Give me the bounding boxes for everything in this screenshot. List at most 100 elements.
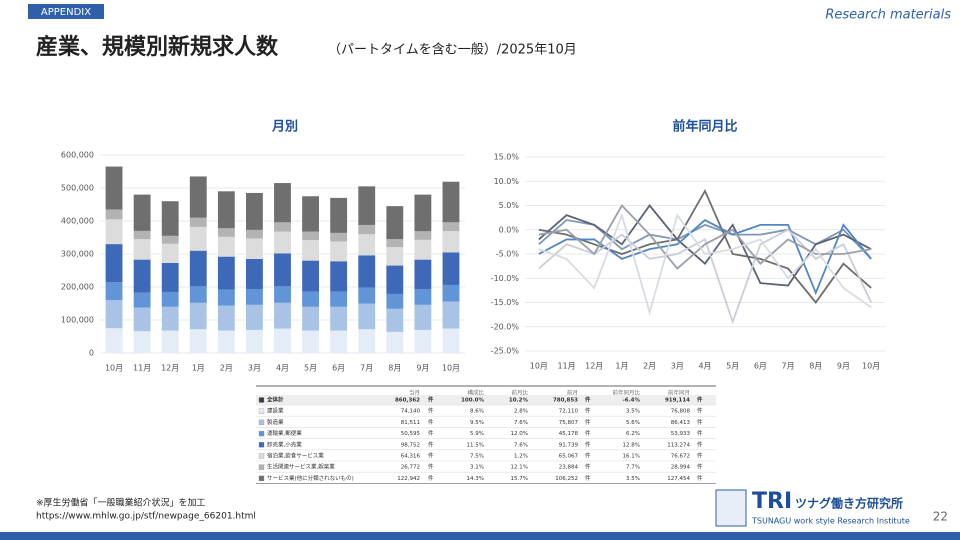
- bar-segment: [442, 252, 460, 285]
- bar-segment: [217, 236, 235, 257]
- bar-segment: [217, 256, 235, 290]
- bar-segment: [302, 306, 319, 331]
- bar-segment: [246, 329, 263, 353]
- page-number: 22: [933, 510, 948, 524]
- table-cell: 91,739: [559, 442, 579, 448]
- bar-segment: [189, 302, 207, 330]
- bar-segment: [274, 222, 291, 232]
- x-tick-label: 9月: [837, 362, 850, 371]
- bar-segment: [105, 219, 123, 245]
- bar-segment: [330, 261, 348, 292]
- x-tick-label: 10月: [530, 362, 548, 371]
- bar-segment: [442, 181, 460, 223]
- table-cell: 件: [697, 440, 703, 448]
- footnote: ※厚生労働省「一般職業紹介状況」を加工: [36, 497, 206, 509]
- x-tick-label: 11月: [133, 364, 151, 373]
- y-tick-label: 0.0%: [499, 225, 520, 234]
- bar-segment: [330, 291, 348, 307]
- table-cell: 件: [585, 407, 591, 415]
- bar-segment: [189, 217, 207, 227]
- table-cell: 件: [428, 440, 434, 448]
- bar-segment: [414, 289, 432, 305]
- table-cell: 16.1%: [623, 454, 640, 460]
- bar-segment: [133, 331, 151, 353]
- bar-segment: [302, 291, 319, 307]
- bar-segment: [161, 235, 179, 244]
- table-cell: 72,110: [559, 409, 579, 415]
- title: 産業、規模別新規求人数: [36, 34, 279, 60]
- bar-segment: [161, 330, 179, 353]
- bar-segment: [274, 253, 291, 287]
- bar-segment: [217, 228, 235, 237]
- line-series: [538, 204, 872, 270]
- x-tick-label: 2月: [643, 362, 656, 371]
- x-tick-label: 6月: [754, 362, 767, 371]
- table-cell: 11.5%: [467, 442, 484, 448]
- table-cell: 件: [697, 429, 703, 437]
- y-tick-label: 100,000: [61, 316, 94, 325]
- bar-segment: [133, 239, 151, 260]
- bar-segment: [386, 308, 404, 332]
- bar-segment: [302, 330, 319, 353]
- y-tick-label: 500,000: [61, 184, 94, 193]
- bar-segment: [246, 192, 263, 230]
- bar-segment: [386, 247, 404, 266]
- x-tick-label: 8月: [809, 362, 822, 371]
- bar-segment: [105, 282, 123, 301]
- bar-segment: [133, 292, 151, 308]
- bar-segment: [302, 260, 319, 292]
- table-cell: 件: [585, 396, 591, 404]
- x-tick-label: 12月: [585, 362, 603, 371]
- table-cell: 件: [428, 463, 434, 471]
- table-cell: 件: [585, 418, 591, 426]
- table-cell: 3.5%: [626, 476, 640, 482]
- x-tick-label: 7月: [782, 362, 795, 371]
- source-url: https://www.mhlw.go.jp/stf/newpage_66201…: [36, 512, 256, 522]
- table-cell: 3.5%: [626, 409, 640, 415]
- table-cell: 7.6%: [514, 420, 528, 426]
- bar-segment: [246, 258, 263, 290]
- bar-segment: [442, 328, 460, 353]
- bar-segment: [189, 226, 207, 251]
- table-cell: 件: [585, 474, 591, 482]
- bar-segment: [414, 259, 432, 290]
- table-cell: 81,511: [401, 420, 420, 426]
- table-cell: 宿泊業,飲食サービス業: [267, 452, 324, 460]
- table-cell: 卸売業,小売業: [267, 440, 302, 448]
- bar-segment: [189, 176, 207, 218]
- bar-segment: [274, 286, 291, 303]
- bar-segment: [133, 194, 151, 231]
- bar-segment: [246, 238, 263, 259]
- x-tick-label: 9月: [416, 364, 429, 373]
- table-cell: 件: [428, 429, 434, 437]
- table-cell: 15.7%: [511, 476, 528, 482]
- bar-segment: [442, 222, 460, 232]
- bar-segment: [330, 241, 348, 262]
- table-cell: 件: [585, 452, 591, 460]
- bar-segment: [161, 291, 179, 307]
- table-cell: 65,067: [559, 454, 579, 460]
- table-cell: 23,884: [559, 465, 579, 471]
- bar-segment: [386, 206, 404, 240]
- bar-segment: [302, 240, 319, 261]
- table-cell: 運輸業,郵便業: [267, 429, 302, 437]
- table-cell: 件: [585, 440, 591, 448]
- row-highlight: [256, 395, 716, 406]
- x-tick-label: 5月: [304, 364, 317, 373]
- table-cell: 64,316: [401, 454, 421, 460]
- bar-segment: [274, 302, 291, 329]
- y-tick-label: 300,000: [61, 250, 94, 259]
- bar-segment: [105, 209, 123, 220]
- table-cell: 10.2%: [509, 398, 529, 404]
- logo-en: TSUNAGU work style Research Institute: [751, 517, 910, 526]
- x-tick-label: 7月: [360, 364, 373, 373]
- source-note: Research materials: [825, 8, 951, 23]
- bar-segment: [274, 328, 291, 353]
- line-series: [538, 212, 872, 316]
- x-tick-label: 5月: [726, 362, 739, 371]
- y-tick-label: 5.0%: [499, 201, 520, 210]
- table-cell: 780,853: [553, 398, 578, 404]
- bar-segment: [217, 330, 235, 353]
- x-tick-label: 11月: [557, 362, 575, 371]
- table-cell: 件: [428, 452, 434, 460]
